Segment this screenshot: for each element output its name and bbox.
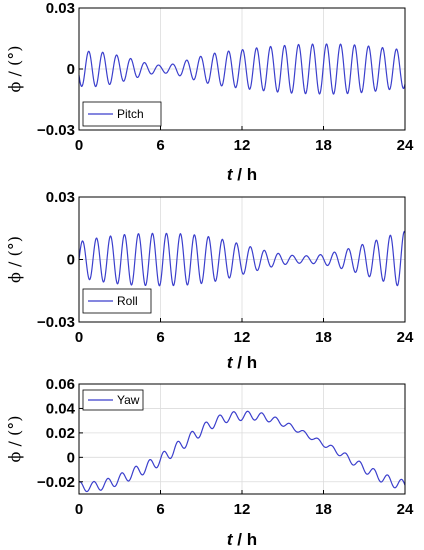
- roll-x-axis-unit: / h: [233, 353, 258, 372]
- pitch-y-axis-label: ϕ / (°): [5, 46, 24, 93]
- yaw-y-tick-label-4: 0.06: [46, 376, 75, 393]
- yaw-x-tick-label-0: 0: [75, 501, 83, 518]
- pitch-legend-label: Pitch: [117, 107, 144, 121]
- yaw-x-axis-label: t / h: [227, 530, 257, 549]
- roll-x-tick-label-0: 0: [75, 329, 83, 346]
- yaw-legend: Yaw: [82, 389, 144, 411]
- pitch-x-tick-label-1: 6: [156, 137, 164, 154]
- pitch-x-tick-label-2: 12: [234, 137, 251, 154]
- pitch-y-ticks: −0.03 0 0.03: [37, 0, 83, 139]
- yaw-series-line: [78, 410, 406, 493]
- pitch-x-tick-label-4: 24: [397, 137, 414, 154]
- yaw-x-axis-unit: / h: [233, 530, 258, 549]
- roll-x-tick-label-2: 12: [234, 329, 251, 346]
- pitch-y-tick-label-2: 0.03: [46, 0, 75, 17]
- roll-x-tick-label-1: 6: [156, 329, 164, 346]
- yaw-y-tick-label-0: −0.02: [37, 474, 75, 491]
- pitch-x-ticks: 0 6 12 18 24: [75, 126, 414, 154]
- roll-x-tick-label-4: 24: [397, 329, 414, 346]
- yaw-legend-label: Yaw: [117, 393, 140, 407]
- yaw-y-tick-label-1: 0: [67, 449, 75, 466]
- roll-legend-label: Roll: [117, 294, 138, 308]
- yaw-x-ticks: 0 6 12 18 24: [75, 490, 414, 518]
- roll-y-tick-label-2: 0.03: [46, 189, 75, 206]
- pitch-y-tick-label-0: −0.03: [37, 122, 75, 139]
- pitch-x-tick-label-3: 18: [315, 137, 332, 154]
- pitch-y-tick-label-1: 0: [67, 61, 75, 78]
- pitch-x-axis-unit: / h: [233, 165, 258, 184]
- yaw-x-axis-variable: t: [227, 530, 234, 549]
- pitch-x-axis-label: t / h: [227, 165, 257, 184]
- roll-x-axis-label: t / h: [227, 353, 257, 372]
- roll-y-tick-label-1: 0: [67, 252, 75, 269]
- roll-x-ticks: 0 6 12 18 24: [75, 318, 414, 346]
- yaw-x-tick-label-1: 6: [156, 501, 164, 518]
- roll-y-tick-label-0: −0.03: [37, 314, 75, 331]
- yaw-y-axis-label: ϕ / (°): [5, 416, 24, 463]
- pitch-x-axis-variable: t: [227, 165, 234, 184]
- roll-x-axis-variable: t: [227, 353, 234, 372]
- pitch-series-line: [78, 43, 406, 95]
- yaw-x-tick-label-3: 18: [315, 501, 332, 518]
- roll-y-axis-label: ϕ / (°): [5, 236, 24, 283]
- pitch-x-tick-label-0: 0: [75, 137, 83, 154]
- yaw-y-tick-label-3: 0.04: [46, 400, 76, 417]
- roll-x-tick-label-3: 18: [315, 329, 332, 346]
- pitch-legend: Pitch: [82, 101, 162, 127]
- yaw-y-ticks: −0.02 0 0.02 0.04 0.06: [37, 376, 83, 491]
- yaw-y-tick-label-2: 0.02: [46, 425, 75, 442]
- yaw-x-tick-label-4: 24: [397, 501, 414, 518]
- roll-legend: Roll: [82, 288, 152, 314]
- roll-y-ticks: −0.03 0 0.03: [37, 189, 83, 331]
- roll-series-line: [78, 230, 406, 287]
- yaw-x-tick-label-2: 12: [234, 501, 251, 518]
